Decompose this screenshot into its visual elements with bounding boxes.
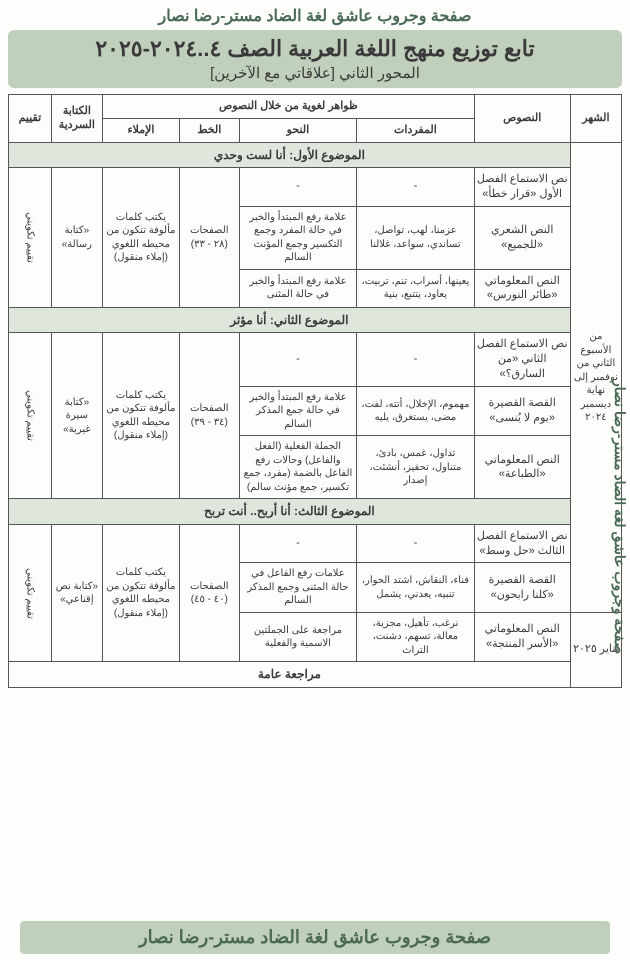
t2-taqyeem: تقييم تكويني	[9, 333, 52, 499]
th-taqyeem: تقييم	[9, 95, 52, 143]
t1-r3-text: النص المعلوماتي «طائر النورس»	[474, 269, 570, 308]
topic1-title: الموضوع الأول: أنا لست وحدي	[9, 142, 571, 167]
t1-taqyeem: تقييم تكويني	[9, 167, 52, 307]
t3-r1: نص الاستماع الفصل الثالث «حل وسط» - - ال…	[9, 524, 622, 563]
t1-imla: يكتب كلمات مألوفة تتكون من محيطه اللغوي …	[103, 167, 180, 307]
t2-r2-nahw: علامة رفع المبتدأ والخبر في حالة جمع الم…	[239, 386, 356, 436]
t2-r1: نص الاستماع الفصل الثاني «من السارق؟» - …	[9, 333, 622, 387]
th-kitaba: الكتابة السردية	[51, 95, 102, 143]
th-khat: الخط	[179, 118, 239, 142]
t2-imla: يكتب كلمات مألوفة تتكون من محيطه اللغوي …	[103, 333, 180, 499]
t3-r1-vocab: -	[357, 524, 474, 563]
topic2-header: الموضوع الثاني: أنا مؤثر	[9, 308, 622, 333]
t1-r1: نص الاستماع الفصل الأول «قرار خطأ» - - ا…	[9, 167, 622, 206]
t1-khat: الصفحات (٢٨ - ٣٣)	[179, 167, 239, 307]
t3-imla: يكتب كلمات مألوفة تتكون من محيطه اللغوي …	[103, 524, 180, 662]
th-nahw: النحو	[239, 118, 356, 142]
t3-r2-nahw: علامات رفع الفاعل في حالة المثنى وجمع ال…	[239, 563, 356, 613]
t3-r2-text: القصة القصيرة «كلنا رابحون»	[474, 563, 570, 613]
t3-r3-vocab: نرغب، تأهيل، مجزية، معالة، تسهم، دشنت، ا…	[357, 612, 474, 662]
t1-r1-text: نص الاستماع الفصل الأول «قرار خطأ»	[474, 167, 570, 206]
topic2-title: الموضوع الثاني: أنا مؤثر	[9, 308, 571, 333]
th-texts: النصوص	[474, 95, 570, 143]
t1-r3-nahw: علامة رفع المبتدأ والخبر في حالة المثنى	[239, 269, 356, 308]
header-row-1: الشهر النصوص ظواهر لغوية من خلال النصوص …	[9, 95, 622, 119]
t2-r3-nahw: الجملة الفعلية (الفعل والفاعل) وحالات رف…	[239, 436, 356, 499]
title-band: تابع توزيع منهج اللغة العربية الصف ٤..٢٠…	[8, 30, 622, 88]
page-header: صفحة وجروب عاشق لغة الضاد مستر-رضا نصار	[0, 0, 630, 26]
t3-r1-text: نص الاستماع الفصل الثالث «حل وسط»	[474, 524, 570, 563]
footer-band: صفحة وجروب عاشق لغة الضاد مستر-رضا نصار	[20, 921, 610, 954]
th-imla: الإملاء	[103, 118, 180, 142]
t3-r1-nahw: -	[239, 524, 356, 563]
t2-r3-vocab: تداول، غمس، بادئ، متناول، تحفيز، أنشئت، …	[357, 436, 474, 499]
t2-r1-text: نص الاستماع الفصل الثاني «من السارق؟»	[474, 333, 570, 387]
title-main: تابع توزيع منهج اللغة العربية الصف ٤..٢٠…	[8, 36, 622, 62]
review-cell: مراجعة عامة	[9, 662, 571, 687]
t2-khat: الصفحات (٣٤ - ٣٩)	[179, 333, 239, 499]
title-subtitle: المحور الثاني [علاقاتي مع الآخرين]	[8, 64, 622, 82]
th-month: الشهر	[570, 95, 621, 143]
t1-r2-vocab: عزمنا، لهب، تواصل، تساندي، سواعد، غلالنا	[357, 206, 474, 269]
t3-khat: الصفحات (٤٠ - ٤٥)	[179, 524, 239, 662]
t2-kitaba: «كتابة سيرة غيرية»	[51, 333, 102, 499]
t2-r1-vocab: -	[357, 333, 474, 387]
t1-r2-nahw: علامة رفع المبتدأ والخبر في حالة المفرد …	[239, 206, 356, 269]
t3-taqyeem: تقييم تكويني	[9, 524, 52, 662]
t2-r3-text: النص المعلوماتي «الطباعة»	[474, 436, 570, 499]
t1-r1-vocab: -	[357, 167, 474, 206]
topic3-title: الموضوع الثالث: أنا أربح.. أنت تربح	[9, 499, 571, 524]
curriculum-table-wrap: الشهر النصوص ظواهر لغوية من خلال النصوص …	[8, 94, 622, 688]
t3-r3-text: النص المعلوماتي «الأسر المنتجة»	[474, 612, 570, 662]
topic3-header: الموضوع الثالث: أنا أربح.. أنت تربح	[9, 499, 622, 524]
t1-r2-text: النص الشعري «للجميع»	[474, 206, 570, 269]
t2-r1-nahw: -	[239, 333, 356, 387]
t3-r2-vocab: فناء، النقاش، اشتد الحوار، تنبيه، يعدني،…	[357, 563, 474, 613]
side-watermark: صفحة وجروب عاشق لغة الضاد مستر-رضا نصار	[612, 380, 628, 654]
review-row: مراجعة عامة	[9, 662, 622, 687]
t2-r2-text: القصة القصيرة «يوم لا يُنسى»	[474, 386, 570, 436]
t1-kitaba: «كتابة رسالة»	[51, 167, 102, 307]
topic1-header: من الأسبوع الثاني من نوفمبر إلى نهاية دي…	[9, 142, 622, 167]
t3-r3-nahw: مراجعة على الجملتين الاسمية والفعلية	[239, 612, 356, 662]
t1-r1-nahw: -	[239, 167, 356, 206]
th-vocab: المفردات	[357, 118, 474, 142]
curriculum-table: الشهر النصوص ظواهر لغوية من خلال النصوص …	[8, 94, 622, 688]
t1-r3-vocab: يعينها، أسراب، تنم، تربيت، يعاود، يتتبع،…	[357, 269, 474, 308]
t3-kitaba: «كتابة نص إقناعي»	[51, 524, 102, 662]
th-ling: ظواهر لغوية من خلال النصوص	[103, 95, 475, 119]
t2-r2-vocab: مهموم، الإخلال، أتته، لفت، مضى، يستغرق، …	[357, 386, 474, 436]
